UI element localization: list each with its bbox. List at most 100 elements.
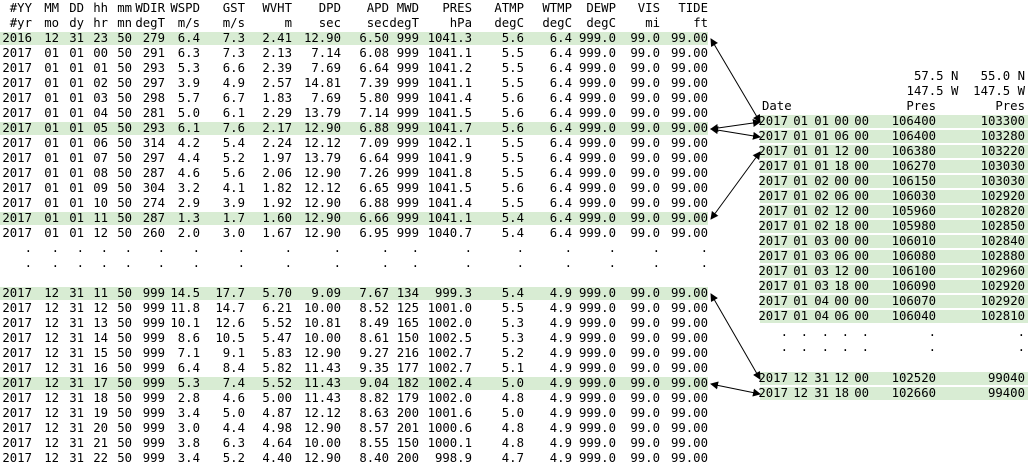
highlight-row: [760, 145, 1028, 158]
column-header: APD: [366, 1, 389, 15]
column-unit: ft: [693, 16, 708, 30]
table-cell: 5.5: [501, 136, 524, 150]
column-unit: degT: [389, 16, 419, 30]
table-cell: 3.9: [222, 196, 245, 210]
table-cell: 6.3: [177, 46, 200, 60]
table-cell: 2017: [758, 279, 788, 293]
table-cell: 00: [854, 129, 869, 143]
highlight-row: [760, 220, 1028, 233]
table-cell: 5.0: [222, 406, 245, 420]
table-cell: 01: [44, 166, 59, 180]
table-cell: 50: [117, 391, 132, 405]
table-cell: 4.4: [177, 151, 200, 165]
table-cell: 5.6: [501, 91, 524, 105]
column-unit: sec: [318, 16, 341, 30]
table-cell: 01: [69, 151, 84, 165]
table-cell: 99.00: [670, 106, 708, 120]
table-cell: 31: [69, 31, 84, 45]
table-cell: 99.0: [630, 151, 660, 165]
table-cell: 13.79: [303, 151, 341, 165]
table-cell: 4.98: [262, 421, 292, 435]
table-cell: 99.0: [630, 376, 660, 390]
table-cell: 01: [793, 189, 808, 203]
table-cell: 5.3: [177, 61, 200, 75]
table-cell: 3.0: [177, 421, 200, 435]
table-cell: 12.90: [303, 451, 341, 465]
table-cell: 12: [44, 406, 59, 420]
table-cell: 1041.9: [427, 151, 472, 165]
table-cell: 01: [793, 294, 808, 308]
ellipsis-dot: .: [381, 256, 389, 270]
column-header: DD: [69, 1, 84, 15]
table-cell: 102920: [980, 189, 1025, 203]
table-cell: 1042.1: [427, 136, 472, 150]
table-cell: 01: [93, 61, 108, 75]
ellipsis-dot: .: [237, 241, 245, 255]
table-cell: 4.8: [501, 391, 524, 405]
table-cell: 1001.6: [427, 406, 472, 420]
table-cell: 99.0: [630, 196, 660, 210]
table-cell: 106400: [891, 114, 936, 128]
table-cell: 01: [69, 226, 84, 240]
table-cell: 17: [93, 376, 108, 390]
table-cell: 999.0: [578, 421, 616, 435]
table-cell: 2017: [2, 331, 32, 345]
table-cell: 12.90: [303, 31, 341, 45]
table-cell: 2016: [2, 31, 32, 45]
table-cell: 102920: [980, 279, 1025, 293]
table-cell: 99.0: [630, 181, 660, 195]
highlight-row: [760, 372, 1028, 385]
table-cell: 999.0: [578, 331, 616, 345]
table-cell: 50: [117, 136, 132, 150]
table-cell: 00: [854, 174, 869, 188]
mapping-arrow: [710, 293, 761, 380]
table-cell: 2017: [2, 316, 32, 330]
table-cell: 6.08: [359, 46, 389, 60]
table-cell: 31: [814, 386, 829, 400]
column-unit: m/s: [177, 16, 200, 30]
table-cell: 01: [44, 211, 59, 225]
table-cell: 10.00: [303, 331, 341, 345]
table-cell: 5.47: [262, 331, 292, 345]
column-header: VIS: [637, 1, 660, 15]
table-cell: 106400: [891, 129, 936, 143]
column-unit: mn: [117, 16, 132, 30]
mapping-arrow: [710, 38, 761, 123]
table-cell: 1041.1: [427, 211, 472, 225]
ellipsis-dot: .: [652, 256, 660, 270]
table-cell: 999: [396, 31, 419, 45]
table-cell: 00: [834, 114, 849, 128]
table-cell: 999.0: [578, 436, 616, 450]
table-cell: 102520: [891, 371, 936, 385]
table-cell: 999: [396, 76, 419, 90]
table-cell: 279: [142, 31, 165, 45]
table-cell: 106070: [891, 294, 936, 308]
table-cell: 999: [142, 316, 165, 330]
table-cell: 5.2: [222, 451, 245, 465]
table-cell: 9.09: [311, 286, 341, 300]
table-cell: 2017: [758, 264, 788, 278]
column-unit: dy: [69, 16, 84, 30]
column-unit: m/s: [222, 16, 245, 30]
table-cell: 999: [142, 301, 165, 315]
table-cell: 8.40: [359, 451, 389, 465]
table-cell: 999: [142, 286, 165, 300]
table-cell: 01: [814, 159, 829, 173]
table-cell: 03: [814, 264, 829, 278]
table-cell: 09: [93, 181, 108, 195]
table-cell: 999: [396, 136, 419, 150]
ellipsis-dot: .: [1017, 340, 1025, 354]
table-cell: 291: [142, 46, 165, 60]
table-cell: 50: [117, 31, 132, 45]
table-cell: 6.4: [549, 211, 572, 225]
column-unit: degC: [494, 16, 524, 30]
table-cell: 00: [854, 249, 869, 263]
table-cell: 8.82: [359, 391, 389, 405]
table-cell: 4.9: [549, 406, 572, 420]
table-cell: 3.9: [177, 76, 200, 90]
table-cell: 5.5: [501, 196, 524, 210]
table-cell: 2017: [2, 286, 32, 300]
column-unit: sec: [366, 16, 389, 30]
table-cell: 298: [142, 91, 165, 105]
table-cell: 1000.6: [427, 421, 472, 435]
